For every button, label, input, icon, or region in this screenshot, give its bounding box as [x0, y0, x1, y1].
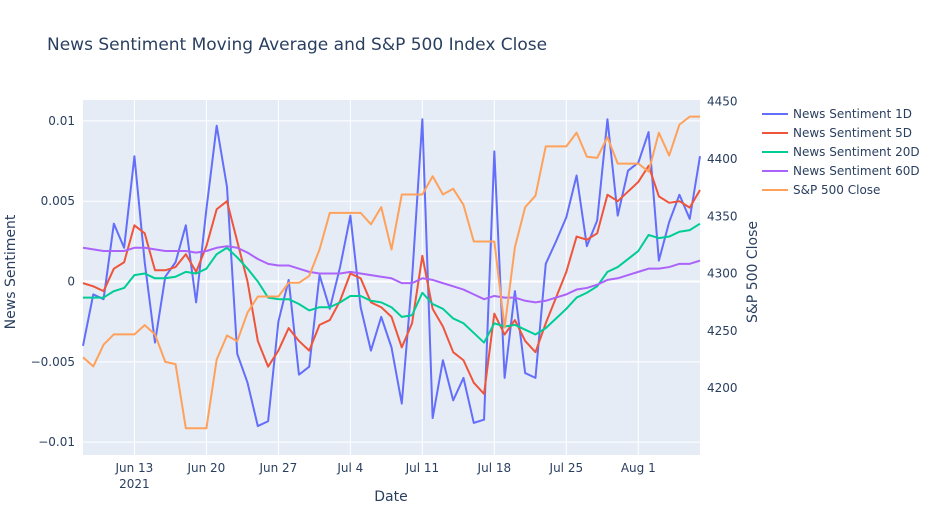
y-axis-title: News Sentiment — [3, 214, 19, 329]
x-tick-label: Jul 25 — [549, 461, 584, 475]
chart-title: News Sentiment Moving Average and S&P 50… — [47, 35, 547, 55]
y2-tick-label: 4400 — [707, 152, 738, 166]
legend-label: News Sentiment 20D — [793, 145, 920, 159]
x-tick-label: Jun 13 — [114, 461, 153, 475]
x-tick-label: Jun 27 — [258, 461, 297, 475]
y-tick-label: −0.01 — [38, 435, 75, 449]
y2-tick-label: 4350 — [707, 209, 738, 223]
x-tick-label: Aug 1 — [621, 461, 656, 475]
x-tick-label: Jul 18 — [477, 461, 512, 475]
legend-label: News Sentiment 60D — [793, 164, 920, 178]
y2-tick-label: 4250 — [707, 324, 738, 338]
series-line — [82, 164, 701, 395]
x-tick-label: Jul 11 — [405, 461, 440, 475]
y-tick-label: 0 — [67, 275, 75, 289]
lines — [82, 115, 701, 430]
series-line — [82, 118, 701, 428]
x-tick-label: Jul 4 — [336, 461, 363, 475]
series-line — [83, 222, 701, 344]
x-axis-title: Date — [374, 489, 407, 505]
y2-tick-label: 4450 — [707, 95, 738, 109]
x-tick-sublabel: 2021 — [119, 477, 150, 491]
y-tick-label: −0.005 — [31, 355, 75, 369]
y-tick-label: 0.005 — [41, 194, 75, 208]
y-tick-label: 0.01 — [48, 114, 75, 128]
series-line — [82, 245, 701, 304]
y2-axis-title: S&P 500 Close — [745, 221, 761, 323]
legend-label: News Sentiment 1D — [793, 107, 912, 121]
x-tick-label: Jun 20 — [186, 461, 225, 475]
legend-label: News Sentiment 5D — [793, 126, 912, 140]
legend-label: S&P 500 Close — [793, 183, 880, 197]
y2-tick-label: 4200 — [707, 381, 738, 395]
y2-tick-label: 4300 — [707, 267, 738, 281]
series-line — [82, 115, 700, 430]
